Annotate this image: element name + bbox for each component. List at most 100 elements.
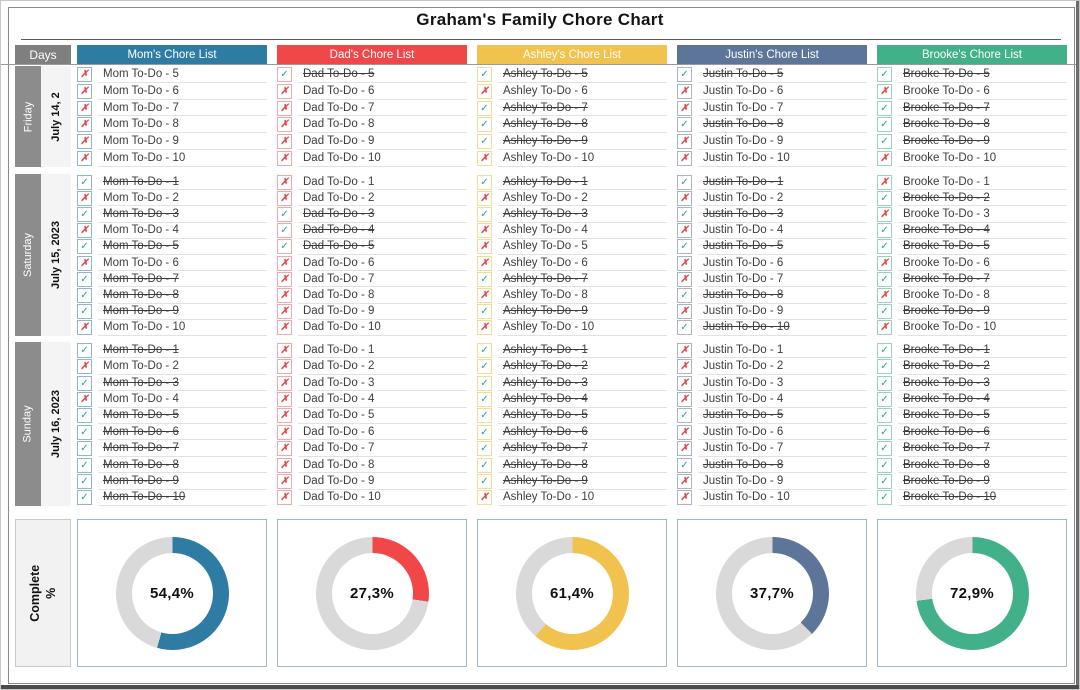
checkbox-crossed-icon[interactable]: ✗	[277, 304, 292, 320]
checkbox-checked-icon[interactable]: ✓	[477, 391, 492, 407]
checkbox-crossed-icon[interactable]: ✗	[77, 255, 92, 271]
checkbox-checked-icon[interactable]: ✓	[77, 441, 92, 457]
checkbox-checked-icon[interactable]: ✓	[877, 271, 892, 287]
checkbox-crossed-icon[interactable]: ✗	[277, 342, 292, 358]
checkbox-checked-icon[interactable]: ✓	[877, 359, 892, 375]
checkbox-checked-icon[interactable]: ✓	[877, 342, 892, 358]
checkbox-crossed-icon[interactable]: ✗	[477, 83, 492, 99]
checkbox-checked-icon[interactable]: ✓	[477, 424, 492, 440]
checkbox-crossed-icon[interactable]: ✗	[477, 239, 492, 255]
checkbox-checked-icon[interactable]: ✓	[477, 441, 492, 457]
checkbox-checked-icon[interactable]: ✓	[77, 408, 92, 424]
checkbox-checked-icon[interactable]: ✓	[477, 342, 492, 358]
checkbox-crossed-icon[interactable]: ✗	[877, 174, 892, 190]
checkbox-checked-icon[interactable]: ✓	[77, 457, 92, 473]
checkbox-crossed-icon[interactable]: ✗	[677, 304, 692, 320]
checkbox-crossed-icon[interactable]: ✗	[277, 288, 292, 304]
checkbox-checked-icon[interactable]: ✓	[677, 207, 692, 222]
checkbox-crossed-icon[interactable]: ✗	[677, 271, 692, 287]
checkbox-checked-icon[interactable]: ✓	[477, 174, 492, 190]
checkbox-crossed-icon[interactable]: ✗	[277, 375, 292, 391]
checkbox-crossed-icon[interactable]: ✗	[77, 320, 92, 336]
checkbox-checked-icon[interactable]: ✓	[477, 359, 492, 375]
checkbox-checked-icon[interactable]: ✓	[477, 375, 492, 391]
checkbox-checked-icon[interactable]: ✓	[77, 304, 92, 320]
checkbox-crossed-icon[interactable]: ✗	[477, 320, 492, 336]
checkbox-checked-icon[interactable]: ✓	[877, 391, 892, 407]
checkbox-checked-icon[interactable]: ✓	[677, 288, 692, 304]
checkbox-checked-icon[interactable]: ✓	[477, 473, 492, 489]
checkbox-crossed-icon[interactable]: ✗	[677, 424, 692, 440]
checkbox-crossed-icon[interactable]: ✗	[277, 441, 292, 457]
checkbox-crossed-icon[interactable]: ✗	[677, 223, 692, 239]
checkbox-crossed-icon[interactable]: ✗	[677, 151, 692, 167]
checkbox-crossed-icon[interactable]: ✗	[877, 83, 892, 99]
checkbox-checked-icon[interactable]: ✓	[677, 174, 692, 190]
checkbox-checked-icon[interactable]: ✓	[877, 134, 892, 150]
checkbox-crossed-icon[interactable]: ✗	[677, 83, 692, 99]
checkbox-crossed-icon[interactable]: ✗	[877, 207, 892, 222]
checkbox-checked-icon[interactable]: ✓	[877, 100, 892, 116]
checkbox-checked-icon[interactable]: ✓	[677, 457, 692, 473]
checkbox-crossed-icon[interactable]: ✗	[277, 83, 292, 99]
checkbox-crossed-icon[interactable]: ✗	[77, 359, 92, 375]
checkbox-crossed-icon[interactable]: ✗	[277, 473, 292, 489]
checkbox-crossed-icon[interactable]: ✗	[77, 391, 92, 407]
checkbox-crossed-icon[interactable]: ✗	[677, 391, 692, 407]
checkbox-checked-icon[interactable]: ✓	[877, 457, 892, 473]
checkbox-checked-icon[interactable]: ✓	[877, 408, 892, 424]
checkbox-crossed-icon[interactable]: ✗	[277, 190, 292, 206]
checkbox-crossed-icon[interactable]: ✗	[277, 320, 292, 336]
checkbox-checked-icon[interactable]: ✓	[277, 66, 292, 82]
checkbox-checked-icon[interactable]: ✓	[877, 441, 892, 457]
checkbox-crossed-icon[interactable]: ✗	[277, 457, 292, 473]
checkbox-checked-icon[interactable]: ✓	[477, 117, 492, 133]
checkbox-crossed-icon[interactable]: ✗	[277, 117, 292, 133]
checkbox-checked-icon[interactable]: ✓	[77, 174, 92, 190]
checkbox-checked-icon[interactable]: ✓	[277, 207, 292, 222]
checkbox-checked-icon[interactable]: ✓	[77, 490, 92, 506]
checkbox-checked-icon[interactable]: ✓	[477, 100, 492, 116]
checkbox-checked-icon[interactable]: ✓	[277, 223, 292, 239]
checkbox-crossed-icon[interactable]: ✗	[677, 473, 692, 489]
checkbox-checked-icon[interactable]: ✓	[77, 207, 92, 222]
checkbox-checked-icon[interactable]: ✓	[877, 117, 892, 133]
checkbox-checked-icon[interactable]: ✓	[77, 239, 92, 255]
checkbox-checked-icon[interactable]: ✓	[677, 408, 692, 424]
checkbox-checked-icon[interactable]: ✓	[77, 473, 92, 489]
checkbox-crossed-icon[interactable]: ✗	[677, 375, 692, 391]
checkbox-crossed-icon[interactable]: ✗	[277, 100, 292, 116]
checkbox-crossed-icon[interactable]: ✗	[277, 408, 292, 424]
checkbox-crossed-icon[interactable]: ✗	[477, 151, 492, 167]
checkbox-crossed-icon[interactable]: ✗	[277, 391, 292, 407]
checkbox-crossed-icon[interactable]: ✗	[477, 190, 492, 206]
checkbox-crossed-icon[interactable]: ✗	[477, 288, 492, 304]
checkbox-crossed-icon[interactable]: ✗	[77, 190, 92, 206]
checkbox-checked-icon[interactable]: ✓	[877, 223, 892, 239]
checkbox-crossed-icon[interactable]: ✗	[277, 359, 292, 375]
checkbox-checked-icon[interactable]: ✓	[877, 304, 892, 320]
checkbox-checked-icon[interactable]: ✓	[477, 134, 492, 150]
checkbox-checked-icon[interactable]: ✓	[477, 457, 492, 473]
checkbox-checked-icon[interactable]: ✓	[77, 288, 92, 304]
checkbox-crossed-icon[interactable]: ✗	[277, 151, 292, 167]
checkbox-crossed-icon[interactable]: ✗	[477, 255, 492, 271]
checkbox-crossed-icon[interactable]: ✗	[677, 190, 692, 206]
checkbox-checked-icon[interactable]: ✓	[277, 239, 292, 255]
checkbox-checked-icon[interactable]: ✓	[77, 424, 92, 440]
checkbox-crossed-icon[interactable]: ✗	[277, 134, 292, 150]
checkbox-crossed-icon[interactable]: ✗	[77, 151, 92, 167]
checkbox-crossed-icon[interactable]: ✗	[77, 117, 92, 133]
checkbox-crossed-icon[interactable]: ✗	[277, 255, 292, 271]
checkbox-checked-icon[interactable]: ✓	[77, 342, 92, 358]
checkbox-checked-icon[interactable]: ✓	[877, 375, 892, 391]
checkbox-checked-icon[interactable]: ✓	[477, 207, 492, 222]
checkbox-crossed-icon[interactable]: ✗	[77, 66, 92, 82]
checkbox-crossed-icon[interactable]: ✗	[277, 424, 292, 440]
checkbox-checked-icon[interactable]: ✓	[877, 473, 892, 489]
checkbox-crossed-icon[interactable]: ✗	[277, 490, 292, 506]
checkbox-crossed-icon[interactable]: ✗	[77, 83, 92, 99]
checkbox-checked-icon[interactable]: ✓	[677, 239, 692, 255]
checkbox-crossed-icon[interactable]: ✗	[677, 490, 692, 506]
checkbox-crossed-icon[interactable]: ✗	[277, 271, 292, 287]
